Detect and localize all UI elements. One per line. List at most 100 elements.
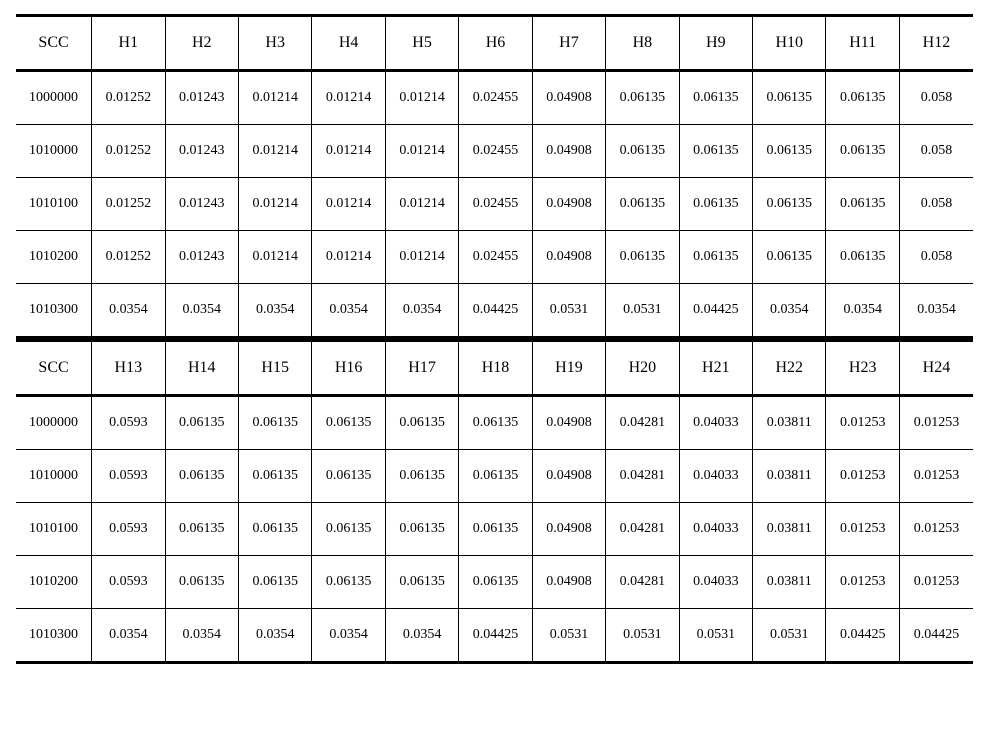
cell-value: 0.058 (899, 178, 973, 231)
cell-value: 0.04425 (679, 284, 752, 338)
cell-value: 0.06135 (165, 450, 238, 503)
cell-value: 0.06135 (826, 178, 899, 231)
cell-scc: 1010100 (16, 503, 92, 556)
cell-value: 0.0354 (312, 609, 385, 663)
cell-value: 0.0354 (385, 609, 458, 663)
col-header-h3: H3 (238, 16, 311, 71)
cell-value: 0.04281 (606, 503, 679, 556)
cell-value: 0.06135 (312, 450, 385, 503)
cell-value: 0.06135 (312, 556, 385, 609)
col-header-h1: H1 (92, 16, 165, 71)
cell-value: 0.0354 (753, 284, 826, 338)
cell-value: 0.01252 (92, 178, 165, 231)
cell-value: 0.04908 (532, 231, 605, 284)
cell-value: 0.04908 (532, 556, 605, 609)
col-header-h19: H19 (532, 341, 605, 396)
data-table-2: SCC H13 H14 H15 H16 H17 H18 H19 H20 H21 … (16, 339, 973, 664)
cell-value: 0.0531 (679, 609, 752, 663)
col-header-h21: H21 (679, 341, 752, 396)
table-row: 1010000 0.01252 0.01243 0.01214 0.01214 … (16, 125, 973, 178)
col-header-h9: H9 (679, 16, 752, 71)
table-row: 1000000 0.01252 0.01243 0.01214 0.01214 … (16, 71, 973, 125)
col-header-h23: H23 (826, 341, 899, 396)
cell-value: 0.06135 (753, 178, 826, 231)
cell-value: 0.01253 (899, 450, 973, 503)
cell-value: 0.06135 (606, 231, 679, 284)
cell-value: 0.0593 (92, 450, 165, 503)
cell-value: 0.06135 (753, 231, 826, 284)
cell-value: 0.02455 (459, 231, 532, 284)
cell-value: 0.04425 (899, 609, 973, 663)
cell-scc: 1010200 (16, 231, 92, 284)
cell-value: 0.0354 (385, 284, 458, 338)
cell-scc: 1010100 (16, 178, 92, 231)
table-header-row: SCC H13 H14 H15 H16 H17 H18 H19 H20 H21 … (16, 341, 973, 396)
cell-value: 0.01214 (385, 231, 458, 284)
cell-scc: 1000000 (16, 396, 92, 450)
col-header-h11: H11 (826, 16, 899, 71)
cell-value: 0.0531 (606, 609, 679, 663)
col-header-h24: H24 (899, 341, 973, 396)
cell-value: 0.0531 (753, 609, 826, 663)
cell-value: 0.04908 (532, 503, 605, 556)
cell-value: 0.01253 (899, 396, 973, 450)
cell-value: 0.01252 (92, 71, 165, 125)
data-table-1: SCC H1 H2 H3 H4 H5 H6 H7 H8 H9 H10 H11 H… (16, 14, 973, 339)
cell-value: 0.06135 (826, 71, 899, 125)
col-header-h8: H8 (606, 16, 679, 71)
cell-scc: 1000000 (16, 71, 92, 125)
col-header-h16: H16 (312, 341, 385, 396)
col-header-h10: H10 (753, 16, 826, 71)
cell-value: 0.01214 (238, 178, 311, 231)
cell-value: 0.0531 (606, 284, 679, 338)
cell-value: 0.06135 (238, 450, 311, 503)
cell-scc: 1010200 (16, 556, 92, 609)
cell-value: 0.04033 (679, 396, 752, 450)
col-header-h15: H15 (238, 341, 311, 396)
cell-value: 0.04033 (679, 556, 752, 609)
cell-value: 0.058 (899, 71, 973, 125)
cell-value: 0.0531 (532, 284, 605, 338)
col-header-h18: H18 (459, 341, 532, 396)
cell-value: 0.03811 (753, 450, 826, 503)
table-row: 1010100 0.01252 0.01243 0.01214 0.01214 … (16, 178, 973, 231)
cell-value: 0.04425 (459, 609, 532, 663)
cell-value: 0.01253 (826, 450, 899, 503)
cell-value: 0.06135 (385, 450, 458, 503)
cell-value: 0.01243 (165, 231, 238, 284)
cell-value: 0.01253 (899, 556, 973, 609)
cell-value: 0.0354 (92, 284, 165, 338)
cell-value: 0.0354 (92, 609, 165, 663)
cell-value: 0.06135 (679, 125, 752, 178)
cell-value: 0.01214 (238, 231, 311, 284)
cell-value: 0.0354 (826, 284, 899, 338)
cell-value: 0.06135 (753, 125, 826, 178)
cell-value: 0.0354 (165, 609, 238, 663)
cell-value: 0.01253 (826, 396, 899, 450)
cell-value: 0.0593 (92, 503, 165, 556)
table-row: 1010300 0.0354 0.0354 0.0354 0.0354 0.03… (16, 284, 973, 338)
cell-value: 0.01214 (385, 71, 458, 125)
cell-value: 0.06135 (753, 71, 826, 125)
cell-value: 0.01252 (92, 125, 165, 178)
cell-value: 0.06135 (459, 503, 532, 556)
col-header-scc: SCC (16, 16, 92, 71)
cell-value: 0.01243 (165, 178, 238, 231)
col-header-h12: H12 (899, 16, 973, 71)
page-container: SCC H1 H2 H3 H4 H5 H6 H7 H8 H9 H10 H11 H… (0, 0, 989, 678)
cell-value: 0.04281 (606, 396, 679, 450)
cell-value: 0.06135 (826, 125, 899, 178)
table-row: 1010200 0.0593 0.06135 0.06135 0.06135 0… (16, 556, 973, 609)
cell-value: 0.058 (899, 231, 973, 284)
cell-value: 0.0593 (92, 556, 165, 609)
cell-value: 0.06135 (459, 450, 532, 503)
cell-scc: 1010000 (16, 450, 92, 503)
cell-value: 0.06135 (312, 396, 385, 450)
cell-value: 0.06135 (606, 71, 679, 125)
col-header-h14: H14 (165, 341, 238, 396)
cell-value: 0.01253 (826, 556, 899, 609)
col-header-h6: H6 (459, 16, 532, 71)
cell-value: 0.06135 (679, 231, 752, 284)
cell-value: 0.02455 (459, 178, 532, 231)
table-row: 1000000 0.0593 0.06135 0.06135 0.06135 0… (16, 396, 973, 450)
